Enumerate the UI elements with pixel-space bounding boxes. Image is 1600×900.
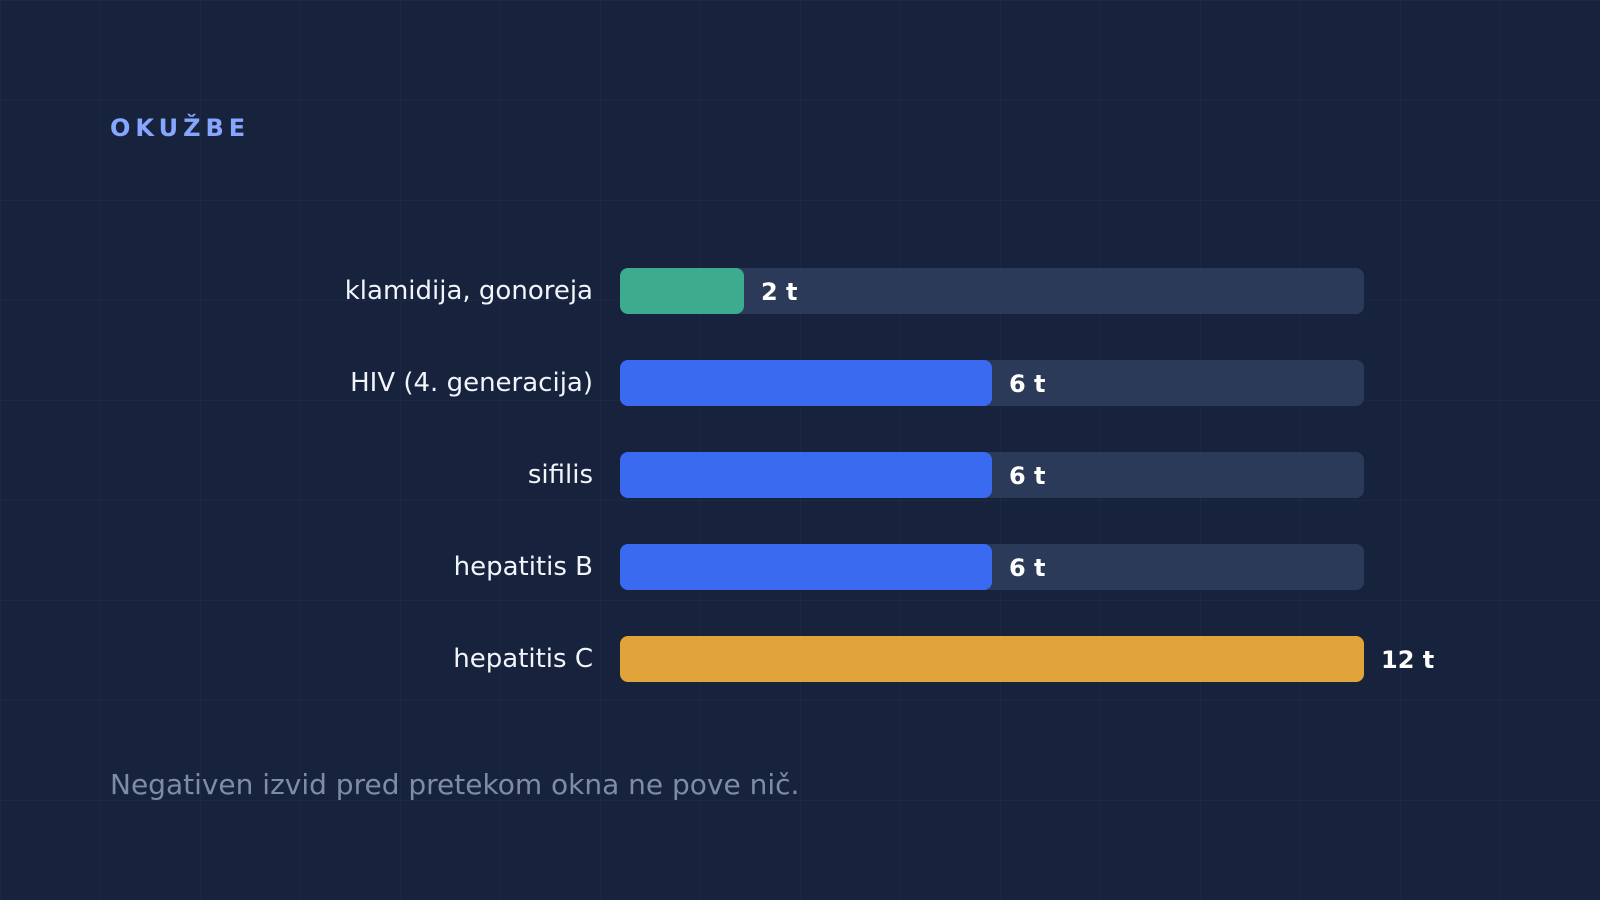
bar-row: hepatitis C 12 t: [0, 636, 1600, 682]
bar-track: [620, 452, 1364, 498]
bar-track: [620, 360, 1364, 406]
category-label: HIV (4. generacija): [350, 368, 593, 398]
footnote: Negativen izvid pred pretekom okna ne po…: [110, 768, 800, 801]
bar-track: [620, 544, 1364, 590]
bar-row: hepatitis B 6 t: [0, 544, 1600, 590]
value-label: 6 t: [1009, 554, 1046, 582]
bar-track: [620, 636, 1364, 682]
bar: [620, 360, 992, 406]
value-label: 12 t: [1381, 646, 1435, 674]
bar-row: HIV (4. generacija) 6 t: [0, 360, 1600, 406]
category-label: hepatitis C: [453, 644, 593, 674]
slide-kicker: OKUŽBE: [110, 114, 251, 142]
bar: [620, 544, 992, 590]
bar-row: sifilis 6 t: [0, 452, 1600, 498]
category-label: sifilis: [527, 460, 593, 490]
bar-track: [620, 268, 1364, 314]
value-label: 6 t: [1009, 462, 1046, 490]
bar: [620, 452, 992, 498]
category-label: klamidija, gonoreja: [344, 276, 593, 306]
bar: [620, 636, 1364, 682]
bar-row: klamidija, gonoreja 2 t: [0, 268, 1600, 314]
value-label: 2 t: [761, 278, 798, 306]
category-label: hepatitis B: [453, 552, 593, 582]
value-label: 6 t: [1009, 370, 1046, 398]
bar: [620, 268, 744, 314]
